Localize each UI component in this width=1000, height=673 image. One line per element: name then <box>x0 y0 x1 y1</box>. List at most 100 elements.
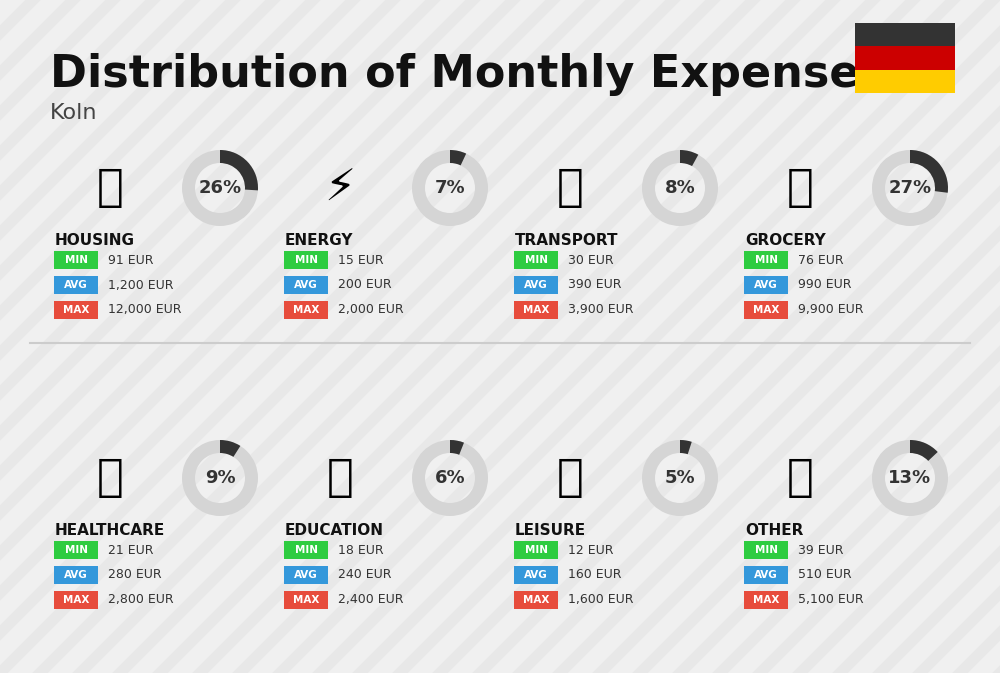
Text: AVG: AVG <box>524 570 548 580</box>
Text: AVG: AVG <box>754 280 778 290</box>
Text: 2,400 EUR: 2,400 EUR <box>338 594 404 606</box>
Text: 8%: 8% <box>665 179 695 197</box>
FancyBboxPatch shape <box>514 541 558 559</box>
Wedge shape <box>220 440 240 457</box>
FancyBboxPatch shape <box>744 591 788 609</box>
Text: MAX: MAX <box>63 305 89 315</box>
Text: 91 EUR: 91 EUR <box>108 254 154 267</box>
FancyBboxPatch shape <box>514 301 558 319</box>
FancyBboxPatch shape <box>54 276 98 294</box>
Wedge shape <box>450 440 464 455</box>
Wedge shape <box>412 440 488 516</box>
Text: MAX: MAX <box>523 305 549 315</box>
Text: 2,800 EUR: 2,800 EUR <box>108 594 174 606</box>
Text: 3,900 EUR: 3,900 EUR <box>568 304 634 316</box>
Text: MAX: MAX <box>523 595 549 605</box>
Text: LEISURE: LEISURE <box>515 523 586 538</box>
FancyBboxPatch shape <box>284 276 328 294</box>
Text: 🛒: 🛒 <box>787 166 813 209</box>
Text: MAX: MAX <box>293 595 319 605</box>
Text: MAX: MAX <box>63 595 89 605</box>
Text: 12,000 EUR: 12,000 EUR <box>108 304 182 316</box>
Text: AVG: AVG <box>754 570 778 580</box>
Text: 6%: 6% <box>435 469 465 487</box>
Text: AVG: AVG <box>64 570 88 580</box>
Text: 9,900 EUR: 9,900 EUR <box>798 304 864 316</box>
Wedge shape <box>220 150 258 190</box>
Wedge shape <box>910 150 948 192</box>
Text: Distribution of Monthly Expenses: Distribution of Monthly Expenses <box>50 53 886 96</box>
Text: 510 EUR: 510 EUR <box>798 569 852 581</box>
Text: MIN: MIN <box>64 545 88 555</box>
Wedge shape <box>872 150 948 226</box>
Text: 5%: 5% <box>665 469 695 487</box>
Wedge shape <box>182 440 258 516</box>
Text: MIN: MIN <box>294 255 318 265</box>
FancyBboxPatch shape <box>855 70 955 93</box>
FancyBboxPatch shape <box>54 251 98 269</box>
Text: EDUCATION: EDUCATION <box>285 523 384 538</box>
FancyBboxPatch shape <box>284 566 328 584</box>
Text: MAX: MAX <box>753 595 779 605</box>
Wedge shape <box>412 150 488 226</box>
Wedge shape <box>182 150 258 226</box>
Text: MAX: MAX <box>293 305 319 315</box>
FancyBboxPatch shape <box>514 566 558 584</box>
Text: HOUSING: HOUSING <box>55 233 135 248</box>
Wedge shape <box>680 150 698 166</box>
Text: 7%: 7% <box>435 179 465 197</box>
FancyBboxPatch shape <box>54 591 98 609</box>
Wedge shape <box>642 440 718 516</box>
Text: 💗: 💗 <box>97 456 123 499</box>
Text: OTHER: OTHER <box>745 523 803 538</box>
FancyBboxPatch shape <box>284 591 328 609</box>
Text: 30 EUR: 30 EUR <box>568 254 614 267</box>
FancyBboxPatch shape <box>284 251 328 269</box>
Text: 160 EUR: 160 EUR <box>568 569 622 581</box>
Text: 🚌: 🚌 <box>557 166 583 209</box>
Text: AVG: AVG <box>524 280 548 290</box>
Text: 26%: 26% <box>198 179 242 197</box>
Text: 240 EUR: 240 EUR <box>338 569 392 581</box>
FancyBboxPatch shape <box>284 301 328 319</box>
Wedge shape <box>910 440 938 461</box>
Wedge shape <box>680 440 692 454</box>
Wedge shape <box>642 150 718 226</box>
Text: 990 EUR: 990 EUR <box>798 279 852 291</box>
Text: 1,600 EUR: 1,600 EUR <box>568 594 634 606</box>
FancyBboxPatch shape <box>54 301 98 319</box>
Text: 390 EUR: 390 EUR <box>568 279 622 291</box>
FancyBboxPatch shape <box>744 541 788 559</box>
Text: 280 EUR: 280 EUR <box>108 569 162 581</box>
Text: ⚡: ⚡ <box>324 166 356 209</box>
Text: ENERGY: ENERGY <box>285 233 354 248</box>
Text: MIN: MIN <box>755 545 778 555</box>
FancyBboxPatch shape <box>855 46 955 70</box>
FancyBboxPatch shape <box>744 301 788 319</box>
Text: 12 EUR: 12 EUR <box>568 544 614 557</box>
Text: 27%: 27% <box>888 179 932 197</box>
Text: MIN: MIN <box>64 255 88 265</box>
Text: 🎓: 🎓 <box>327 456 353 499</box>
FancyBboxPatch shape <box>54 541 98 559</box>
Wedge shape <box>872 440 948 516</box>
Text: MIN: MIN <box>755 255 778 265</box>
Text: 1,200 EUR: 1,200 EUR <box>108 279 174 291</box>
Text: AVG: AVG <box>294 570 318 580</box>
Text: 21 EUR: 21 EUR <box>108 544 154 557</box>
Text: 200 EUR: 200 EUR <box>338 279 392 291</box>
Text: 76 EUR: 76 EUR <box>798 254 844 267</box>
FancyBboxPatch shape <box>855 23 955 46</box>
Text: 💰: 💰 <box>787 456 813 499</box>
Text: GROCERY: GROCERY <box>745 233 826 248</box>
Text: MIN: MIN <box>524 255 548 265</box>
Text: MIN: MIN <box>294 545 318 555</box>
FancyBboxPatch shape <box>744 566 788 584</box>
Text: AVG: AVG <box>64 280 88 290</box>
Text: MIN: MIN <box>524 545 548 555</box>
Text: 5,100 EUR: 5,100 EUR <box>798 594 864 606</box>
Text: 18 EUR: 18 EUR <box>338 544 384 557</box>
Text: 9%: 9% <box>205 469 235 487</box>
Text: 2,000 EUR: 2,000 EUR <box>338 304 404 316</box>
Text: Koln: Koln <box>50 103 98 123</box>
